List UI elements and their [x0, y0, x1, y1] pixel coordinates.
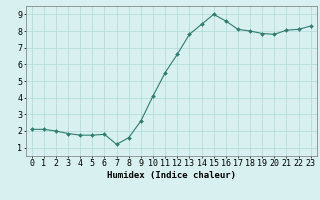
- X-axis label: Humidex (Indice chaleur): Humidex (Indice chaleur): [107, 171, 236, 180]
